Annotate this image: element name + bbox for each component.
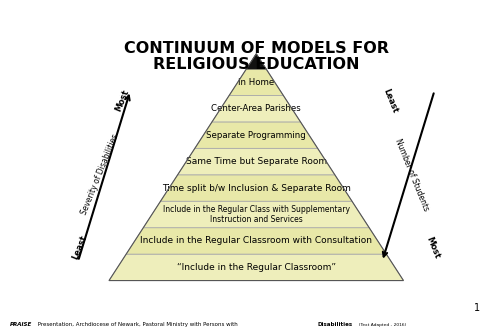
Polygon shape [229, 69, 283, 95]
Text: Include in the Regular Classroom with Consultation: Include in the Regular Classroom with Co… [140, 236, 372, 245]
Text: Least: Least [71, 234, 89, 261]
Polygon shape [160, 175, 352, 201]
Text: In Home: In Home [238, 78, 275, 87]
Text: Center-Area Parishes: Center-Area Parishes [212, 104, 301, 113]
Polygon shape [144, 201, 369, 228]
Text: Number of Students: Number of Students [394, 137, 430, 212]
Text: (Text Adapted - 2016): (Text Adapted - 2016) [356, 323, 406, 327]
Text: Separate Programming: Separate Programming [206, 131, 306, 140]
Polygon shape [212, 95, 300, 122]
Polygon shape [109, 254, 404, 281]
Text: Least: Least [381, 87, 399, 115]
Polygon shape [246, 54, 266, 69]
Text: Severity of Disabilities: Severity of Disabilities [80, 133, 121, 216]
Text: Disabilities: Disabilities [318, 322, 353, 327]
Polygon shape [178, 148, 335, 175]
Polygon shape [126, 228, 386, 254]
Text: Presentation, Archdiocese of Newark, Pastoral Ministry with Persons with: Presentation, Archdiocese of Newark, Pas… [36, 322, 240, 327]
Text: Time split b/w Inclusion & Separate Room: Time split b/w Inclusion & Separate Room [162, 183, 350, 193]
Text: Include in the Regular Class with Supplementary
Instruction and Services: Include in the Regular Class with Supple… [163, 205, 350, 224]
Text: PRAISE: PRAISE [10, 322, 32, 327]
Text: Same Time but Separate Room: Same Time but Separate Room [186, 157, 327, 166]
Text: Most: Most [114, 88, 131, 113]
Text: Most: Most [424, 235, 441, 260]
Text: CONTINUUM OF MODELS FOR
RELIGIOUS EDUCATION: CONTINUUM OF MODELS FOR RELIGIOUS EDUCAT… [124, 41, 389, 72]
Text: “Include in the Regular Classroom”: “Include in the Regular Classroom” [177, 263, 336, 272]
Text: 1: 1 [474, 303, 480, 313]
Polygon shape [195, 122, 318, 148]
